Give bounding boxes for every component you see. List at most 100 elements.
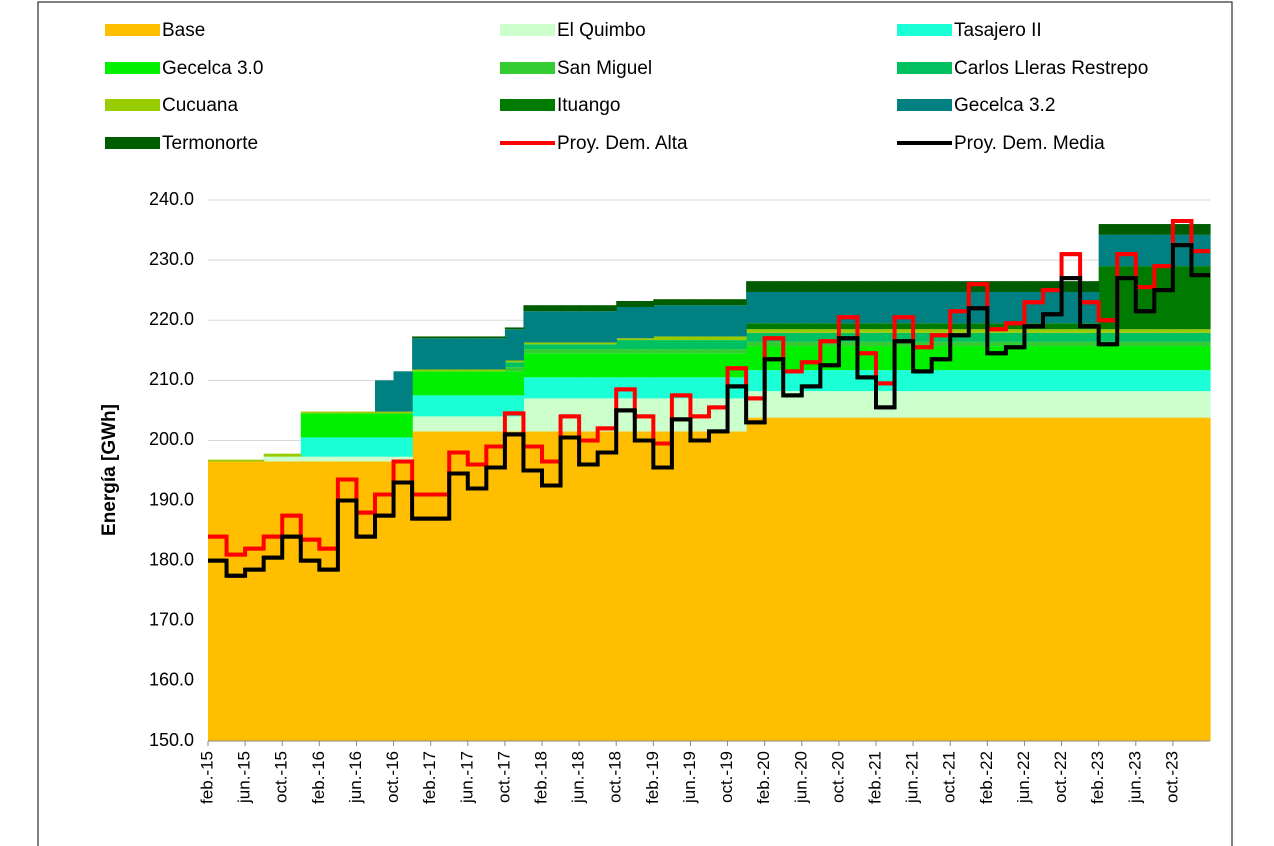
area-step bbox=[820, 370, 840, 392]
x-tick-label: jun.-19 bbox=[680, 751, 699, 804]
area-step bbox=[801, 281, 821, 292]
area-step bbox=[542, 305, 562, 312]
area-step bbox=[820, 329, 840, 333]
y-tick-label: 180.0 bbox=[149, 549, 194, 569]
area-step bbox=[709, 340, 729, 350]
legend-swatch bbox=[105, 62, 160, 74]
area-step bbox=[1098, 370, 1118, 392]
area-step bbox=[1135, 266, 1155, 330]
area-step bbox=[801, 346, 821, 371]
area-step bbox=[486, 338, 506, 370]
area-step bbox=[950, 281, 970, 292]
area-step bbox=[913, 291, 933, 324]
area-step bbox=[1024, 391, 1044, 418]
area-step bbox=[950, 370, 970, 392]
legend-swatch bbox=[105, 24, 160, 36]
x-tick-label: jun.-18 bbox=[569, 751, 588, 804]
area-step bbox=[1005, 332, 1026, 342]
area-step bbox=[1117, 332, 1137, 342]
area-step bbox=[653, 340, 673, 350]
area-step bbox=[560, 311, 580, 343]
area-step bbox=[486, 395, 506, 417]
area-step bbox=[300, 411, 320, 414]
area-step bbox=[820, 332, 840, 342]
area-step bbox=[300, 437, 320, 457]
area-step bbox=[1043, 332, 1063, 342]
area-step bbox=[449, 369, 469, 372]
area-step bbox=[486, 371, 506, 396]
area-step bbox=[319, 437, 339, 457]
area-step bbox=[968, 346, 988, 371]
area-step bbox=[263, 453, 283, 457]
area-step bbox=[375, 380, 395, 412]
area-step bbox=[542, 353, 562, 378]
area-step bbox=[1135, 417, 1155, 741]
area-step bbox=[838, 323, 859, 330]
x-tick-label: oct.-22 bbox=[1051, 751, 1070, 803]
legend-label: Termonorte bbox=[162, 133, 258, 154]
x-tick-label: feb.-15 bbox=[197, 751, 216, 804]
area-step bbox=[449, 338, 469, 370]
area-step bbox=[1043, 329, 1063, 333]
area-step bbox=[838, 391, 859, 418]
area-step bbox=[523, 431, 543, 741]
area-step bbox=[523, 342, 543, 345]
area-step bbox=[449, 371, 469, 396]
x-tick-label: oct.-23 bbox=[1162, 751, 1181, 803]
area-step bbox=[616, 340, 636, 350]
area-step bbox=[375, 413, 395, 438]
area-step bbox=[467, 395, 487, 417]
area-step bbox=[913, 323, 933, 330]
legend-swatch bbox=[500, 62, 555, 74]
area-step bbox=[1005, 323, 1026, 330]
area-step bbox=[1024, 417, 1044, 741]
legend-label: Ituango bbox=[557, 95, 620, 116]
area-step bbox=[412, 371, 432, 396]
area-step bbox=[319, 456, 339, 462]
area-step bbox=[504, 416, 525, 432]
area-step bbox=[579, 305, 599, 312]
area-step bbox=[764, 291, 784, 324]
area-step bbox=[653, 377, 673, 399]
area-step bbox=[727, 299, 747, 306]
area-step bbox=[560, 305, 580, 312]
area-step bbox=[504, 360, 525, 363]
area-step bbox=[690, 431, 710, 741]
area-step bbox=[857, 417, 877, 741]
area-step bbox=[504, 367, 525, 372]
area-step bbox=[393, 371, 413, 412]
area-step bbox=[1098, 346, 1118, 371]
legend-label: Cucuana bbox=[162, 95, 238, 116]
area-step bbox=[987, 370, 1007, 392]
area-step bbox=[653, 336, 673, 341]
area-step bbox=[1080, 291, 1100, 324]
area-step bbox=[1191, 417, 1211, 741]
area-step bbox=[857, 332, 877, 342]
x-tick-label: feb.-16 bbox=[309, 751, 328, 804]
area-step bbox=[542, 431, 562, 741]
area-step bbox=[1191, 224, 1211, 235]
x-tick-label: oct.-19 bbox=[717, 751, 736, 803]
area-step bbox=[746, 346, 766, 371]
area-step bbox=[1154, 346, 1174, 371]
area-step bbox=[1005, 281, 1026, 292]
area-step bbox=[987, 346, 1007, 371]
area-step bbox=[1043, 346, 1063, 371]
area-step bbox=[1191, 266, 1211, 330]
area-step bbox=[968, 341, 988, 347]
area-step bbox=[931, 323, 951, 330]
area-step bbox=[653, 353, 673, 378]
area-step bbox=[1154, 266, 1174, 330]
area-step bbox=[449, 395, 469, 417]
area-step bbox=[690, 353, 710, 378]
area-step bbox=[671, 349, 692, 354]
area-step bbox=[690, 377, 710, 399]
area-step bbox=[579, 344, 599, 350]
area-step bbox=[579, 377, 599, 399]
area-step bbox=[337, 456, 358, 462]
area-step bbox=[764, 341, 784, 347]
area-step bbox=[300, 413, 320, 438]
area-step bbox=[542, 398, 562, 432]
area-step bbox=[523, 344, 543, 350]
